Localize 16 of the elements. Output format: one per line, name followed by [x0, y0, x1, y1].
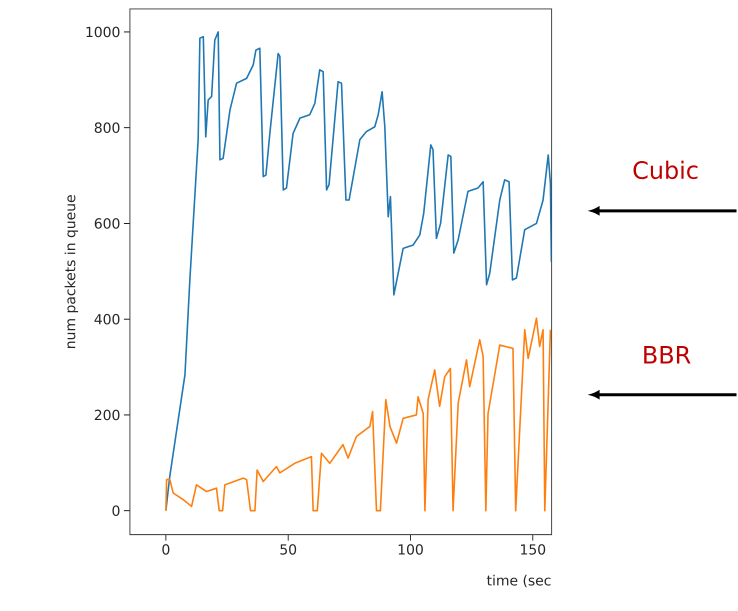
y-tick-label: 600	[94, 218, 120, 229]
text: BBR	[644, 346, 691, 364]
text: Cubic	[634, 160, 698, 180]
x-tick-label: 50	[280, 544, 296, 555]
line-series	[165, 31, 552, 512]
y-axis-title: num packets in queue	[64, 195, 78, 348]
y-tick-label: 0	[112, 506, 120, 516]
y-tick-label: 800	[94, 122, 120, 134]
y-tick-label: 400	[94, 314, 120, 325]
line-series	[165, 318, 552, 512]
x-tick-label: 0	[162, 544, 170, 555]
x-tick-label: 100	[398, 544, 423, 555]
x-tick-label: 150	[521, 544, 546, 555]
x-axis-title: time (sec	[486, 575, 551, 588]
y-tick-label: 200	[94, 410, 120, 420]
y-tick-label: 1000	[86, 26, 120, 38]
